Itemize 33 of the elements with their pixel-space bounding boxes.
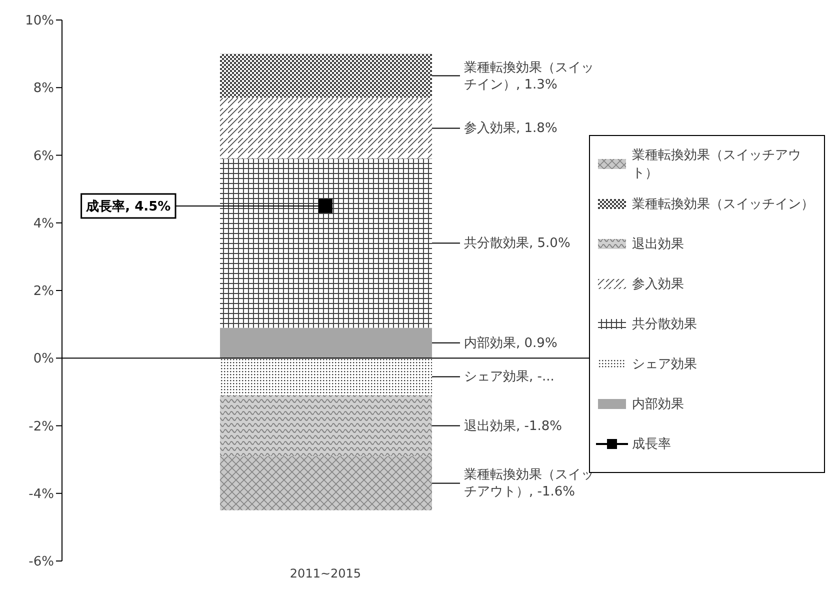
bar xyxy=(220,328,432,358)
data-label: 業種転換効果（スイッチアウト）, -1.6% xyxy=(464,467,594,500)
x-tick-label: 2011~2015 xyxy=(290,566,362,581)
y-tick-label: 4% xyxy=(33,216,54,232)
y-tick-label: 8% xyxy=(33,81,54,96)
bar xyxy=(220,98,432,159)
y-tick-label: -4% xyxy=(28,486,54,502)
y-tick-label: 6% xyxy=(33,148,54,164)
y-tick-label: 2% xyxy=(33,284,54,300)
legend-label: 共分散効果 xyxy=(632,316,697,332)
legend-label: 業種転換効果（スイッチイン） xyxy=(632,196,814,212)
data-label: 共分散効果, 5.0% xyxy=(464,236,570,251)
data-label: 退出効果, -1.8% xyxy=(464,418,562,434)
data-label: 内部効果, 0.9% xyxy=(464,335,558,350)
bar xyxy=(220,158,432,328)
y-tick-label: 10% xyxy=(25,14,54,29)
y-tick-label: -6% xyxy=(28,554,54,570)
data-label: シェア効果, -... xyxy=(464,369,554,384)
legend-label: シェア効果 xyxy=(632,356,697,372)
bar xyxy=(220,358,432,396)
data-label: 業種転換効果（スイッチイン）, 1.3% xyxy=(464,60,594,92)
y-tick-label: 0% xyxy=(33,352,54,367)
bar xyxy=(220,456,432,510)
legend-label: 業種転換効果（スイッチアウト） xyxy=(632,146,802,182)
legend-label: 成長率 xyxy=(632,436,671,452)
legend-label: 参入効果 xyxy=(632,276,684,292)
y-tick-label: -2% xyxy=(28,419,54,434)
legend-label: 内部効果 xyxy=(632,396,684,412)
legend-label: 退出効果 xyxy=(632,236,684,252)
bar xyxy=(220,395,432,456)
bar xyxy=(220,54,432,98)
data-label: 参入効果, 1.8% xyxy=(464,120,558,136)
data-label: 成長率, 4.5% xyxy=(85,198,171,215)
